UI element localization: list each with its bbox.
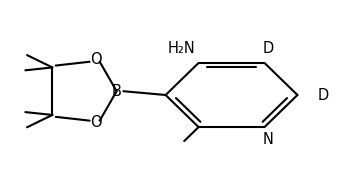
Text: D: D bbox=[317, 88, 329, 102]
Text: D: D bbox=[262, 41, 273, 56]
Text: O: O bbox=[91, 115, 102, 130]
Text: H₂N: H₂N bbox=[168, 41, 196, 56]
Text: N: N bbox=[262, 132, 273, 147]
Text: B: B bbox=[112, 84, 122, 99]
Text: O: O bbox=[91, 52, 102, 67]
